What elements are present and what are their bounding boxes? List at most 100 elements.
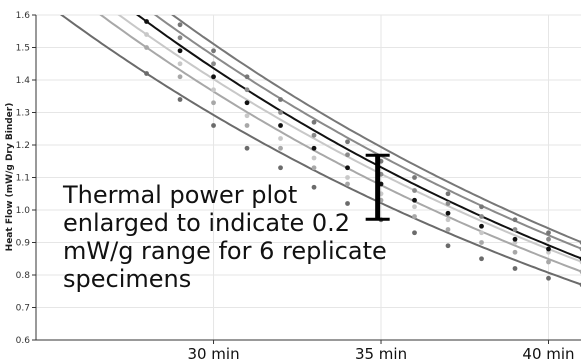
data-point	[412, 204, 417, 210]
data-point	[512, 249, 518, 255]
data-point	[177, 22, 183, 28]
y-tick-label: 1.4	[16, 76, 31, 86]
data-point	[211, 87, 216, 93]
data-point	[211, 61, 216, 67]
data-point	[512, 227, 518, 232]
data-point	[278, 165, 283, 171]
data-point	[278, 123, 283, 128]
data-point	[177, 97, 183, 102]
series-1	[59, 15, 581, 287]
data-point	[546, 259, 551, 265]
series-line	[135, 15, 581, 260]
y-axis-ticks: 0.6 0.7 0.8 0.9 1.0 1.1 1.2 1.3 1.4 1.5 1.6	[16, 11, 36, 346]
series-lines	[59, 6, 581, 287]
data-point	[345, 181, 350, 187]
annotation-line: mW/g range for 6 replicate	[63, 237, 387, 265]
annotation-text: Thermal power plot enlarged to indicate 0…	[62, 181, 387, 293]
y-tick-label: 1.0	[16, 206, 31, 216]
data-point	[244, 100, 250, 106]
y-tick-label: 1.1	[16, 174, 30, 184]
data-point	[278, 136, 283, 141]
data-point	[345, 201, 350, 206]
y-tick-label: 0.8	[16, 271, 31, 281]
data-point	[244, 113, 250, 119]
range-bar-bottom-cap	[365, 217, 390, 221]
data-point	[412, 214, 417, 219]
data-point	[244, 145, 250, 151]
data-point	[512, 266, 518, 271]
data-point	[278, 97, 283, 102]
series-6	[171, 15, 581, 245]
data-point	[445, 227, 451, 232]
data-point	[512, 236, 518, 242]
y-tick-label: 1.3	[16, 109, 30, 119]
x-tick-label: 35 min	[355, 345, 407, 361]
annotation-line: specimens	[63, 265, 191, 293]
data-point	[412, 230, 417, 236]
data-point	[278, 145, 283, 151]
data-point	[479, 230, 484, 236]
series-2	[99, 15, 581, 274]
annotation-line: Thermal power plot	[62, 181, 297, 209]
data-point	[345, 165, 350, 171]
series-line	[171, 15, 581, 244]
data-point	[479, 204, 484, 210]
data-point	[144, 19, 149, 24]
data-point	[244, 123, 250, 128]
data-point	[345, 152, 350, 158]
y-tick-label: 1.5	[16, 44, 30, 54]
range-bar-marker	[365, 153, 390, 221]
y-tick-label: 0.7	[16, 304, 30, 314]
data-point	[177, 48, 183, 54]
data-point	[144, 6, 149, 11]
data-point	[445, 210, 451, 216]
data-point	[244, 87, 250, 93]
data-point	[311, 184, 317, 190]
x-tick-label: 30 min	[187, 345, 239, 361]
data-point	[479, 240, 484, 245]
data-point	[546, 230, 551, 236]
data-point	[546, 246, 551, 252]
y-tick-label: 0.6	[16, 336, 31, 346]
data-point	[445, 201, 451, 206]
data-point	[412, 175, 417, 180]
data-point	[311, 155, 317, 161]
data-point	[211, 48, 216, 54]
y-axis-title: Heat Flow (mW/g Dry Binder)	[5, 103, 15, 252]
data-point	[144, 71, 149, 76]
series-line	[59, 15, 581, 286]
x-tick-label: 40 min	[522, 345, 574, 361]
range-bar-top-cap	[365, 153, 390, 157]
series-line	[153, 15, 581, 250]
y-tick-label: 0.9	[16, 239, 31, 249]
data-point	[546, 236, 551, 242]
data-point	[244, 74, 250, 80]
series-line	[117, 15, 581, 263]
data-point	[177, 74, 183, 80]
data-point	[278, 110, 283, 115]
data-point	[311, 132, 317, 138]
data-point	[345, 175, 350, 180]
data-point	[479, 214, 484, 219]
data-point	[546, 275, 551, 281]
annotation-line: enlarged to indicate 0.2	[63, 209, 350, 237]
x-axis-ticks: 30 min 35 min 40 min	[187, 340, 575, 361]
data-point	[445, 243, 451, 249]
data-point	[412, 197, 417, 203]
data-point	[144, 45, 149, 50]
data-point	[177, 35, 183, 41]
y-tick-label: 1.2	[16, 141, 30, 151]
data-point	[211, 123, 216, 128]
data-point	[445, 217, 451, 223]
data-point	[144, 32, 149, 37]
data-point	[512, 217, 518, 223]
data-point	[445, 191, 451, 197]
data-point	[211, 100, 216, 106]
series-line	[99, 15, 581, 273]
data-point	[345, 139, 350, 145]
data-point	[311, 119, 317, 125]
data-point	[479, 223, 484, 229]
data-point	[479, 256, 484, 262]
data-point	[177, 61, 183, 67]
data-point	[412, 188, 417, 193]
